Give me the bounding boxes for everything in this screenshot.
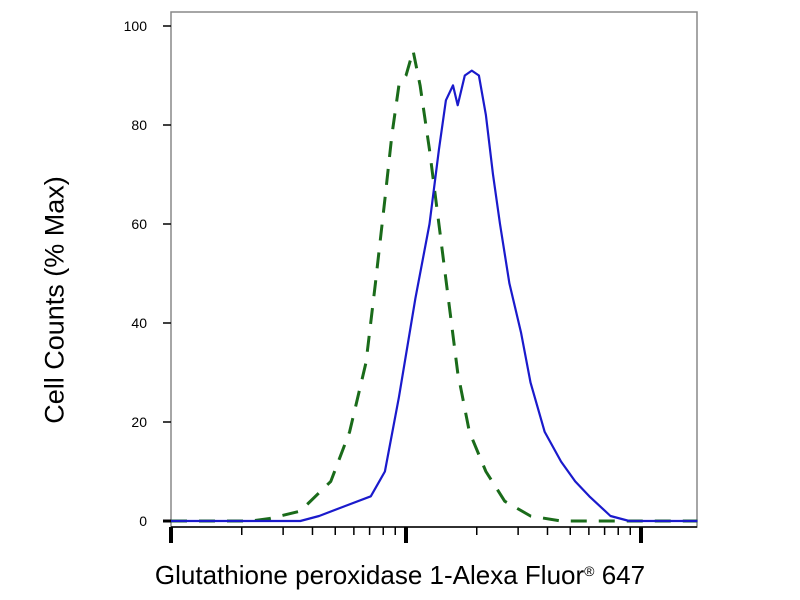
x-axis-label: Glutathione peroxidase 1-Alexa Fluor® 64…	[0, 560, 800, 591]
stained-sample-line	[171, 69, 698, 523]
x-axis-label-text: Glutathione peroxidase 1-Alexa Fluor	[154, 560, 585, 590]
y-tick-label: 0	[139, 513, 147, 529]
y-tick-label: 20	[131, 414, 147, 430]
y-tick-label: 60	[131, 216, 147, 232]
plot-frame	[170, 11, 698, 528]
isotype-control-line	[171, 49, 698, 523]
y-tick-label: 80	[131, 117, 147, 133]
y-axis-label: Cell Counts (% Max)	[39, 176, 70, 424]
registered-mark: ®	[584, 563, 595, 579]
x-axis-label-suffix: 647	[594, 560, 646, 590]
y-tick-label: 100	[124, 18, 148, 34]
y-tick-label: 40	[131, 315, 147, 331]
